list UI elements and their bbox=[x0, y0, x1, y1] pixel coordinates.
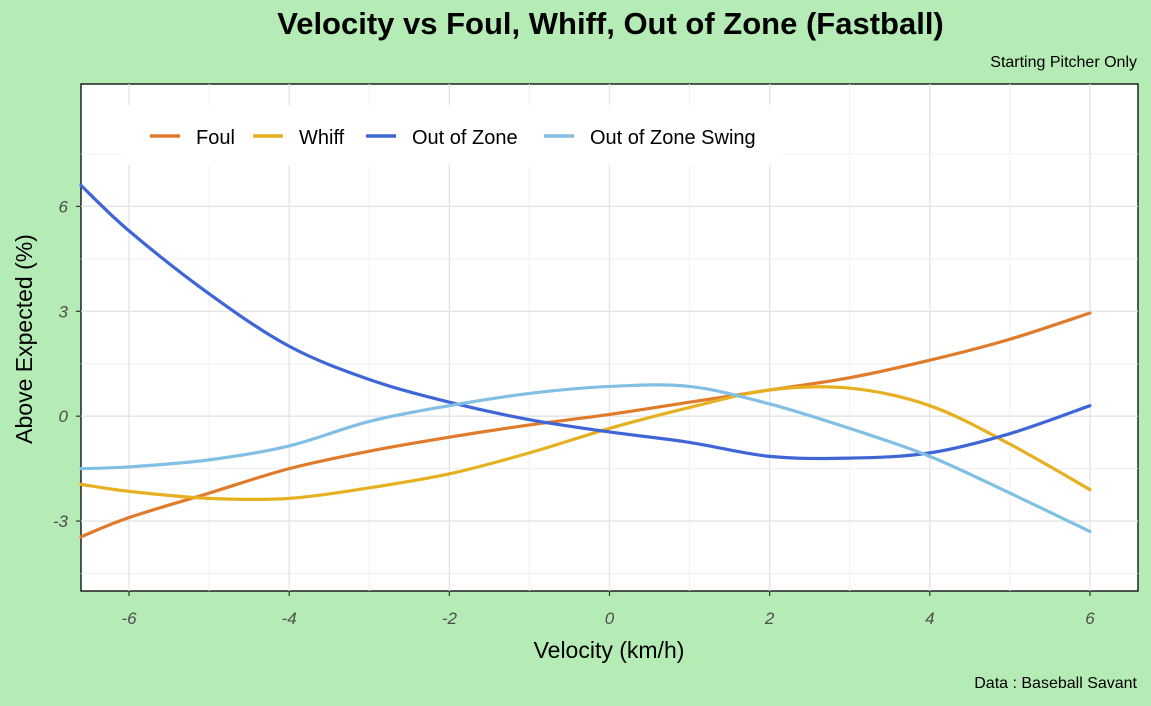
axes: -6 -4 -2 0 2 4 6 -3 0 3 6 bbox=[53, 197, 1095, 628]
chart-title: Velocity vs Foul, Whiff, Out of Zone (Fa… bbox=[277, 6, 944, 41]
legend-label-out-of-zone-swing: Out of Zone Swing bbox=[590, 127, 756, 149]
x-axis-title: Velocity (km/h) bbox=[534, 637, 685, 663]
series-line-foul bbox=[79, 311, 1092, 539]
data-source-caption: Data : Baseball Savant bbox=[974, 675, 1137, 692]
y-tick-label: 3 bbox=[59, 302, 69, 321]
y-tick-label: 6 bbox=[59, 197, 69, 216]
grid bbox=[81, 84, 1138, 591]
legend-label-foul: Foul bbox=[196, 127, 235, 149]
y-axis-title: Above Expected (%) bbox=[11, 234, 37, 444]
x-tick-label: -2 bbox=[442, 609, 458, 628]
legend-box bbox=[122, 105, 782, 165]
x-tick-label: -6 bbox=[121, 609, 137, 628]
y-tick-label: 0 bbox=[59, 407, 69, 426]
chart-subtitle: Starting Pitcher Only bbox=[990, 54, 1137, 71]
x-tick-label: 6 bbox=[1085, 609, 1095, 628]
legend-label-whiff: Whiff bbox=[299, 127, 345, 149]
legend-label-out-of-zone: Out of Zone bbox=[412, 127, 518, 149]
legend: Foul Whiff Out of Zone Out of Zone Swing bbox=[122, 105, 782, 165]
y-tick-label: -3 bbox=[53, 512, 69, 531]
x-tick-label: -4 bbox=[282, 609, 297, 628]
series-lines bbox=[79, 183, 1092, 539]
series-line-out-of-zone-swing bbox=[79, 383, 1092, 534]
series-line-whiff bbox=[79, 385, 1092, 502]
x-tick-label: 4 bbox=[925, 609, 934, 628]
x-tick-label: 0 bbox=[605, 609, 615, 628]
x-tick-label: 2 bbox=[764, 609, 775, 628]
